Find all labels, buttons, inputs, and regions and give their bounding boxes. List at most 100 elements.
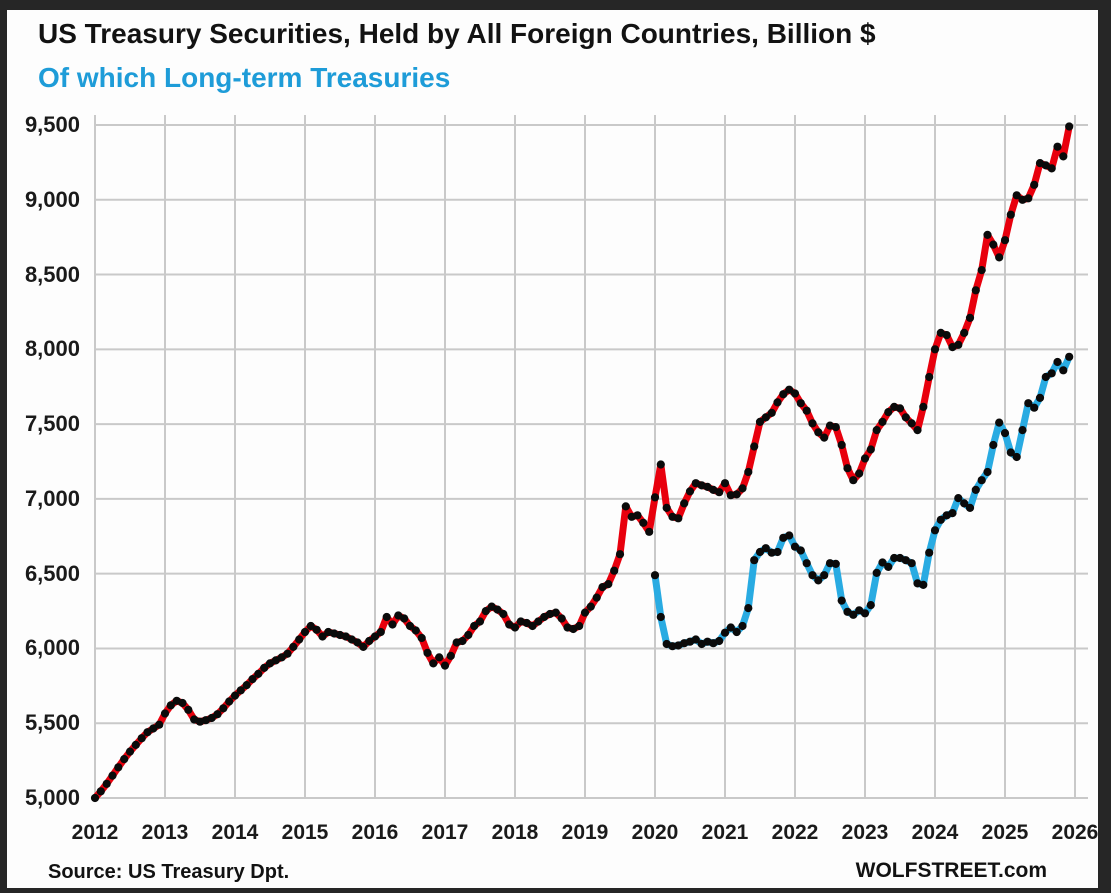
data-point-marker xyxy=(1065,352,1074,361)
data-point-marker xyxy=(184,705,193,714)
data-point-marker xyxy=(895,404,905,413)
y-tick-label: 6,000 xyxy=(24,635,80,661)
data-point-marker xyxy=(732,490,741,499)
data-point-marker xyxy=(907,419,916,428)
data-point-marker xyxy=(645,527,654,536)
data-point-marker xyxy=(382,612,391,622)
data-point-marker xyxy=(370,632,380,641)
data-point-marker xyxy=(925,548,934,557)
data-point-marker xyxy=(1000,429,1010,438)
data-point-marker xyxy=(738,621,747,631)
x-tick-label: 2014 xyxy=(211,821,259,844)
x-tick-label: 2023 xyxy=(841,821,889,844)
data-point-marker xyxy=(843,464,852,473)
y-tick-label: 9,500 xyxy=(24,112,80,137)
data-point-marker xyxy=(773,547,782,557)
data-point-marker xyxy=(983,467,992,477)
data-point-marker xyxy=(131,740,140,750)
data-point-marker xyxy=(405,621,415,631)
data-point-marker xyxy=(726,623,735,632)
data-point-marker xyxy=(260,663,269,673)
data-point-marker xyxy=(359,642,368,652)
data-point-marker xyxy=(411,626,420,635)
data-point-marker xyxy=(884,562,893,572)
data-point-marker xyxy=(831,559,840,569)
data-point-marker xyxy=(534,617,543,626)
data-point-marker xyxy=(464,630,473,640)
x-tick-label: 2020 xyxy=(631,821,679,844)
data-point-marker xyxy=(289,642,298,652)
data-point-marker xyxy=(779,390,788,399)
data-point-marker xyxy=(295,635,304,644)
data-point-marker xyxy=(849,610,858,619)
data-point-marker xyxy=(1053,142,1062,151)
data-point-marker xyxy=(761,413,770,422)
data-point-marker xyxy=(680,499,689,508)
data-point-marker xyxy=(213,710,222,719)
data-point-marker xyxy=(102,779,111,788)
data-point-marker xyxy=(884,408,893,417)
x-tick-label: 2021 xyxy=(701,821,749,844)
data-point-marker xyxy=(318,632,327,641)
data-point-marker xyxy=(230,691,240,700)
data-point-marker xyxy=(837,596,846,605)
data-point-marker xyxy=(1012,452,1021,462)
data-point-marker xyxy=(977,476,986,485)
data-point-marker xyxy=(744,467,753,477)
data-point-marker xyxy=(662,503,671,512)
data-point-marker xyxy=(808,419,817,428)
x-tick-label: 2025 xyxy=(981,821,1029,844)
data-point-marker xyxy=(248,675,257,684)
data-point-marker xyxy=(1030,403,1039,412)
data-point-marker xyxy=(639,518,648,527)
data-point-marker xyxy=(475,617,485,626)
x-tick-label: 2022 xyxy=(771,821,819,844)
y-tick-label: 7,500 xyxy=(24,411,80,437)
y-tick-label: 5,000 xyxy=(24,785,80,810)
data-point-marker xyxy=(1065,122,1074,131)
data-point-marker xyxy=(580,608,590,617)
data-point-marker xyxy=(720,628,730,637)
data-point-marker xyxy=(510,623,520,632)
data-point-marker xyxy=(440,661,450,670)
data-point-marker xyxy=(907,559,916,568)
data-point-marker xyxy=(1059,152,1068,161)
data-point-marker xyxy=(551,608,560,617)
data-point-marker xyxy=(312,625,321,634)
data-point-marker xyxy=(796,546,805,555)
data-point-marker xyxy=(1059,366,1068,375)
data-point-marker xyxy=(750,442,759,451)
data-point-marker xyxy=(930,345,940,354)
data-point-marker xyxy=(575,621,584,631)
data-point-marker xyxy=(715,636,724,646)
x-tick-label: 2017 xyxy=(421,821,469,844)
data-point-marker xyxy=(796,399,805,408)
data-point-marker xyxy=(242,681,251,690)
data-point-marker xyxy=(236,686,245,695)
data-point-marker xyxy=(423,648,432,658)
data-point-marker xyxy=(610,566,619,575)
data-point-marker xyxy=(621,502,630,511)
data-point-marker xyxy=(365,636,374,646)
data-point-marker xyxy=(790,389,800,398)
y-tick-label: 8,500 xyxy=(24,261,80,287)
data-point-marker xyxy=(860,454,870,463)
data-point-marker xyxy=(283,649,292,658)
data-point-marker xyxy=(219,704,228,713)
data-point-marker xyxy=(785,531,794,540)
y-tick-label: 8,000 xyxy=(24,336,80,362)
data-point-marker xyxy=(732,627,741,637)
data-point-marker xyxy=(1041,372,1050,382)
data-point-marker xyxy=(114,763,123,772)
chart-subtitle-legend: Of which Long-term Treasuries xyxy=(38,62,451,93)
data-point-marker xyxy=(225,697,234,706)
data-point-marker xyxy=(633,511,642,520)
data-point-marker xyxy=(417,633,426,643)
y-tick-label: 9,000 xyxy=(24,186,80,212)
data-point-marker xyxy=(925,372,934,382)
data-point-marker xyxy=(720,479,730,488)
x-tick-label: 2015 xyxy=(281,821,329,844)
data-point-marker xyxy=(1006,210,1015,219)
data-point-marker xyxy=(954,340,963,349)
data-point-marker xyxy=(930,526,940,535)
